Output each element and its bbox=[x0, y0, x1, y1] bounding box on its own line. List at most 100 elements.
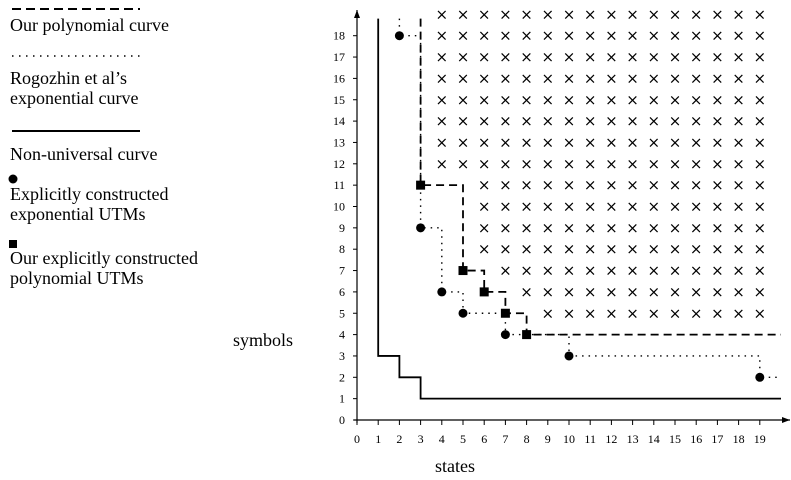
y-tick-label: 18 bbox=[333, 29, 345, 43]
poly-utm-point bbox=[458, 266, 468, 276]
universal-cross: × bbox=[648, 5, 661, 23]
universal-cross: × bbox=[648, 198, 661, 216]
universal-cross: × bbox=[499, 262, 512, 280]
x-tick-label: 4 bbox=[439, 432, 445, 446]
universal-cross: × bbox=[648, 283, 661, 301]
y-tick-label: 3 bbox=[339, 349, 345, 363]
universal-cross: × bbox=[563, 219, 576, 237]
universal-cross: × bbox=[605, 219, 618, 237]
universal-cross: × bbox=[711, 155, 724, 173]
universal-cross: × bbox=[626, 240, 639, 258]
universal-cross: × bbox=[520, 133, 533, 151]
universal-cross: × bbox=[605, 69, 618, 87]
universal-cross: × bbox=[690, 240, 703, 258]
universal-cross: × bbox=[626, 5, 639, 23]
universal-cross: × bbox=[520, 69, 533, 87]
universal-cross: × bbox=[499, 219, 512, 237]
poly-utm-point bbox=[416, 180, 426, 190]
universal-cross: × bbox=[605, 133, 618, 151]
y-tick-label: 5 bbox=[339, 306, 345, 320]
universal-cross: × bbox=[626, 69, 639, 87]
universal-cross: × bbox=[669, 219, 682, 237]
universal-cross: × bbox=[584, 304, 597, 322]
universal-cross: × bbox=[648, 176, 661, 194]
x-axis-label: states bbox=[435, 456, 475, 476]
universal-cross: × bbox=[732, 133, 745, 151]
y-axis-arrow bbox=[354, 10, 360, 18]
universal-cross: × bbox=[478, 91, 491, 109]
universal-cross: × bbox=[605, 198, 618, 216]
x-tick-label: 17 bbox=[711, 432, 723, 446]
x-tick-label: 5 bbox=[460, 432, 466, 446]
universal-cross: × bbox=[711, 91, 724, 109]
universal-cross: × bbox=[584, 219, 597, 237]
universal-cross: × bbox=[563, 91, 576, 109]
universal-cross: × bbox=[690, 176, 703, 194]
universal-cross: × bbox=[732, 91, 745, 109]
x-tick-label: 0 bbox=[354, 432, 360, 446]
universal-cross: × bbox=[605, 5, 618, 23]
universal-cross: × bbox=[732, 5, 745, 23]
universal-cross: × bbox=[690, 155, 703, 173]
universal-cross: × bbox=[478, 133, 491, 151]
y-tick-label: 2 bbox=[339, 370, 345, 384]
universal-cross: × bbox=[626, 283, 639, 301]
universal-cross: × bbox=[605, 48, 618, 66]
universal-cross: × bbox=[648, 91, 661, 109]
universal-cross: × bbox=[690, 112, 703, 130]
universal-cross: × bbox=[478, 48, 491, 66]
universal-cross: × bbox=[711, 219, 724, 237]
universal-cross: × bbox=[520, 112, 533, 130]
universal-cross: × bbox=[542, 198, 555, 216]
universal-cross: × bbox=[478, 198, 491, 216]
universal-cross: × bbox=[478, 219, 491, 237]
universal-cross: × bbox=[563, 133, 576, 151]
universal-cross: × bbox=[754, 304, 767, 322]
y-axis-label: symbols bbox=[233, 330, 294, 350]
universal-cross: × bbox=[478, 176, 491, 194]
universal-cross: × bbox=[542, 133, 555, 151]
y-tick-label: 8 bbox=[339, 242, 345, 256]
universal-cross: × bbox=[520, 240, 533, 258]
legend-swatch-circle bbox=[8, 174, 18, 184]
universal-cross: × bbox=[436, 5, 449, 23]
universal-cross: × bbox=[605, 91, 618, 109]
universal-cross: × bbox=[584, 283, 597, 301]
universal-cross: × bbox=[669, 262, 682, 280]
universal-cross: × bbox=[542, 27, 555, 45]
universal-cross: × bbox=[690, 91, 703, 109]
exp-utm-point bbox=[755, 372, 765, 382]
universal-cross: × bbox=[648, 219, 661, 237]
universal-cross: × bbox=[563, 198, 576, 216]
universal-cross: × bbox=[584, 69, 597, 87]
universal-cross: × bbox=[626, 198, 639, 216]
universal-cross: × bbox=[563, 240, 576, 258]
universal-cross: × bbox=[754, 283, 767, 301]
universal-cross: × bbox=[690, 219, 703, 237]
universal-cross: × bbox=[669, 176, 682, 194]
universal-cross: × bbox=[754, 262, 767, 280]
universal-cross: × bbox=[690, 5, 703, 23]
universal-cross: × bbox=[605, 155, 618, 173]
universal-cross: × bbox=[478, 155, 491, 173]
legend-swatches bbox=[8, 8, 140, 248]
universal-cross: × bbox=[457, 91, 470, 109]
universal-cross: × bbox=[690, 69, 703, 87]
universal-cross: × bbox=[542, 91, 555, 109]
universal-cross: × bbox=[584, 91, 597, 109]
universal-cross: × bbox=[605, 176, 618, 194]
universal-cross: × bbox=[605, 112, 618, 130]
universal-cross: × bbox=[542, 112, 555, 130]
universal-cross: × bbox=[542, 262, 555, 280]
universal-cross: × bbox=[754, 48, 767, 66]
universal-cross: × bbox=[478, 240, 491, 258]
universal-cross: × bbox=[457, 27, 470, 45]
universal-cross: × bbox=[520, 91, 533, 109]
universal-cross: × bbox=[711, 240, 724, 258]
universal-cross: × bbox=[605, 262, 618, 280]
universal-cross: × bbox=[690, 48, 703, 66]
y-tick-label: 12 bbox=[333, 157, 345, 171]
universal-cross: × bbox=[648, 112, 661, 130]
universal-cross: × bbox=[648, 48, 661, 66]
universal-cross: × bbox=[542, 69, 555, 87]
